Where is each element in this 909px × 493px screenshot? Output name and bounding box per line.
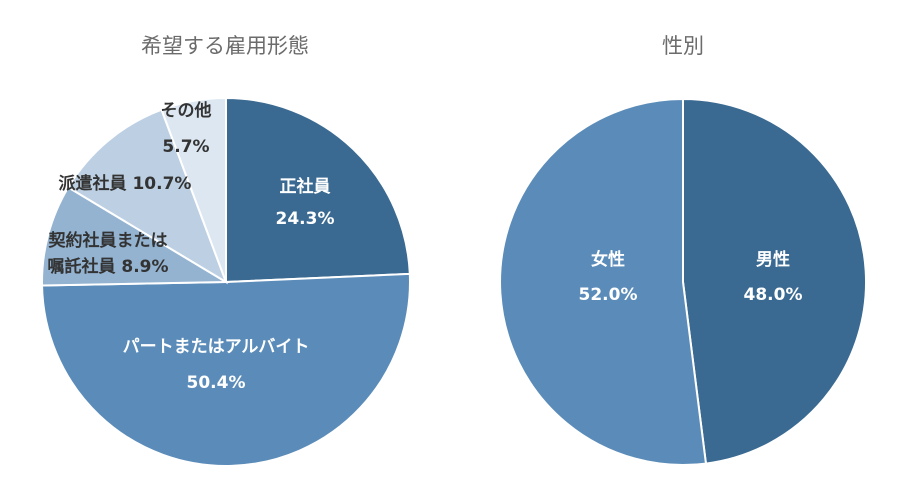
- employment-slice-1: [41, 272, 411, 467]
- gender-slice-1-label-0: 女性: [591, 249, 625, 270]
- chart-title-gender: 性別: [662, 34, 704, 58]
- employment-slice-4: [160, 96, 227, 283]
- employment-slice-0-label-1: 24.3%: [276, 209, 335, 229]
- employment-slice-4-label-0: その他: [161, 100, 212, 121]
- employment-slice-0-label-0: 正社員: [280, 176, 331, 197]
- gender-slice-1: [499, 97, 708, 466]
- employment-slice-1-label-0: パートまたはアルバイト: [123, 337, 310, 357]
- employment-slice-3: [66, 108, 228, 285]
- gender-slice-0-label-0: 男性: [756, 249, 790, 270]
- employment-slice-2-label-1: 嘱託社員 8.9%: [47, 256, 168, 277]
- employment-slice-2-label-0: 契約社員または: [48, 230, 168, 251]
- employment-slice-2: [41, 185, 230, 287]
- employment-slice-0: [225, 96, 411, 284]
- employment-slice-1-label-1: 50.4%: [187, 373, 246, 393]
- employment-slice-3-label-0: 派遣社員 10.7%: [59, 173, 192, 194]
- chart-title-employment: 希望する雇用形態: [141, 34, 309, 58]
- gender-slice-0: [682, 97, 867, 465]
- gender-slice-0-label-1: 48.0%: [744, 285, 803, 305]
- employment-slice-4-label-1: 5.7%: [162, 137, 209, 157]
- gender-slice-1-label-1: 52.0%: [579, 285, 638, 305]
